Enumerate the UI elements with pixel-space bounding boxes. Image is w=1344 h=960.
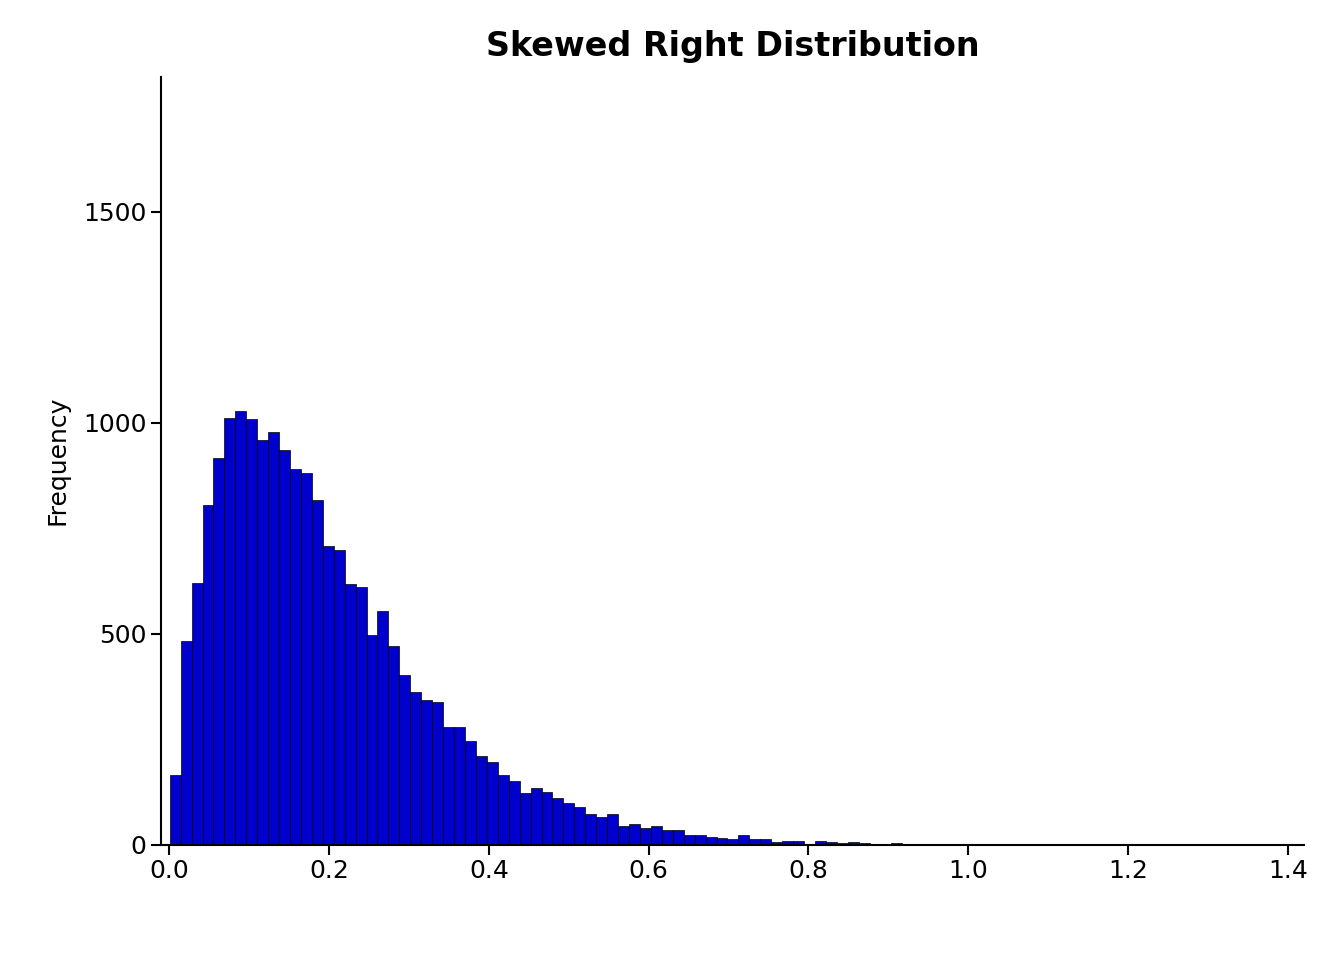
Bar bbox=[399, 675, 410, 845]
Bar bbox=[848, 842, 859, 845]
Bar bbox=[563, 803, 574, 845]
Bar bbox=[957, 844, 968, 845]
Bar bbox=[487, 762, 497, 845]
Bar bbox=[497, 775, 509, 845]
Bar bbox=[214, 458, 224, 845]
Bar bbox=[793, 841, 804, 845]
Bar bbox=[585, 813, 597, 845]
Bar bbox=[257, 440, 269, 845]
Bar bbox=[859, 843, 870, 845]
Bar bbox=[706, 837, 716, 845]
Bar bbox=[597, 817, 607, 845]
Bar bbox=[509, 781, 520, 845]
Bar bbox=[344, 585, 356, 845]
Bar bbox=[695, 834, 706, 845]
Bar bbox=[280, 450, 290, 845]
Bar bbox=[607, 814, 618, 845]
Bar bbox=[180, 641, 192, 845]
Bar bbox=[356, 587, 367, 845]
Bar bbox=[444, 727, 454, 845]
Bar bbox=[224, 418, 235, 845]
Bar bbox=[738, 834, 750, 845]
Bar bbox=[684, 835, 695, 845]
Bar bbox=[661, 830, 673, 845]
Bar bbox=[367, 636, 378, 845]
Bar bbox=[235, 412, 246, 845]
Bar bbox=[388, 646, 399, 845]
Bar bbox=[750, 839, 761, 845]
Bar bbox=[814, 841, 825, 845]
Bar bbox=[290, 468, 301, 845]
Y-axis label: Frequency: Frequency bbox=[46, 396, 70, 525]
Bar bbox=[825, 842, 837, 845]
Bar bbox=[761, 839, 771, 845]
Bar bbox=[891, 843, 902, 845]
Bar bbox=[323, 546, 333, 845]
Bar bbox=[520, 793, 531, 845]
Bar bbox=[727, 839, 738, 845]
Bar bbox=[312, 500, 323, 845]
Bar bbox=[782, 841, 793, 845]
Bar bbox=[629, 824, 640, 845]
Bar bbox=[837, 843, 848, 845]
Bar bbox=[465, 740, 476, 845]
Bar bbox=[574, 806, 585, 845]
Bar bbox=[246, 420, 257, 845]
Bar bbox=[269, 432, 280, 845]
Bar bbox=[301, 472, 312, 845]
Bar bbox=[410, 692, 421, 845]
Bar bbox=[618, 827, 629, 845]
Bar bbox=[650, 827, 661, 845]
Bar bbox=[454, 728, 465, 845]
Bar bbox=[542, 792, 552, 845]
Bar bbox=[378, 611, 388, 845]
Bar bbox=[531, 788, 542, 845]
Bar bbox=[771, 842, 782, 845]
Bar bbox=[476, 756, 487, 845]
Bar bbox=[640, 828, 650, 845]
Bar bbox=[716, 838, 727, 845]
Bar bbox=[333, 550, 344, 845]
Bar bbox=[421, 700, 433, 845]
Bar bbox=[169, 775, 180, 845]
Bar bbox=[673, 830, 684, 845]
Title: Skewed Right Distribution: Skewed Right Distribution bbox=[485, 30, 980, 63]
Bar bbox=[203, 505, 214, 845]
Bar bbox=[552, 799, 563, 845]
Bar bbox=[192, 583, 203, 845]
Bar bbox=[433, 702, 444, 845]
